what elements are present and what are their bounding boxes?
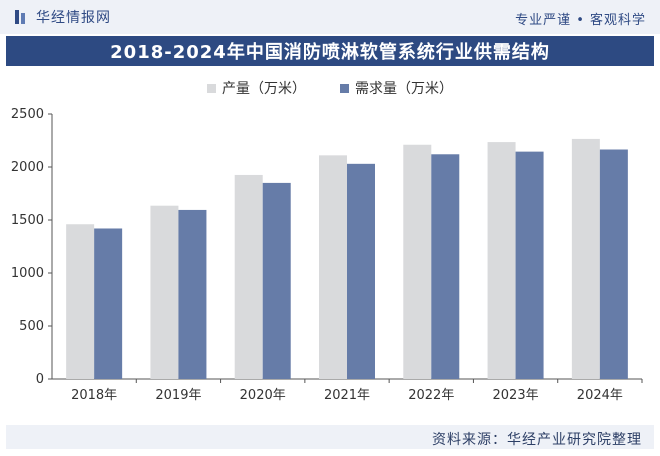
legend: 产量（万米） 需求量（万米） <box>0 78 660 98</box>
bar-production <box>319 155 347 379</box>
x-tick-label: 2024年 <box>577 388 623 403</box>
y-tick-label: 0 <box>36 372 44 387</box>
brand-name: 华经情报网 <box>36 10 111 26</box>
x-tick-label: 2023年 <box>493 388 539 403</box>
y-tick-label: 1000 <box>11 266 44 281</box>
x-tick-label: 2020年 <box>240 388 286 403</box>
slogan: 专业严谨 • 客观科学 <box>515 13 646 28</box>
legend-label-demand: 需求量（万米） <box>355 81 453 97</box>
bar-demand <box>262 182 291 379</box>
bar-demand <box>431 154 460 379</box>
bar-production <box>234 174 263 379</box>
y-tick-label: 2000 <box>11 160 44 175</box>
bar-demand <box>515 151 544 379</box>
legend-swatch-demand <box>340 83 349 93</box>
bar-demand <box>178 209 207 379</box>
x-tick-label: 2022年 <box>408 388 454 403</box>
x-tick-label: 2021年 <box>324 388 370 403</box>
brand: 华经情报网 <box>14 7 111 27</box>
y-tick-label: 500 <box>19 319 44 334</box>
bar-production <box>66 224 95 379</box>
legend-item-production: 产量（万米） <box>207 78 306 98</box>
x-tick-label: 2019年 <box>155 388 201 403</box>
legend-swatch-production <box>207 83 216 93</box>
bar-production <box>487 142 516 379</box>
header-bar: 华经情报网 专业严谨 • 客观科学 <box>0 0 660 34</box>
bar-production <box>403 144 432 379</box>
y-tick-label: 2500 <box>11 107 44 122</box>
y-tick-label: 1500 <box>11 213 44 228</box>
bar-production <box>150 205 179 379</box>
bar-demand <box>347 163 375 379</box>
footer-bar: 资料来源：华经产业研究院整理 <box>6 425 654 449</box>
legend-label-production: 产量（万米） <box>222 81 306 97</box>
chart-title: 2018-2024年中国消防喷淋软管系统行业供需结构 <box>110 42 550 63</box>
bar-demand <box>94 228 123 379</box>
bar-production <box>571 138 600 379</box>
brand-logo-icon <box>15 10 25 24</box>
x-tick-label: 2018年 <box>71 388 117 403</box>
title-bar: 2018-2024年中国消防喷淋软管系统行业供需结构 <box>6 36 654 66</box>
legend-item-demand: 需求量（万米） <box>340 78 453 98</box>
source-note: 资料来源：华经产业研究院整理 <box>432 432 642 448</box>
bar-demand <box>599 149 628 379</box>
